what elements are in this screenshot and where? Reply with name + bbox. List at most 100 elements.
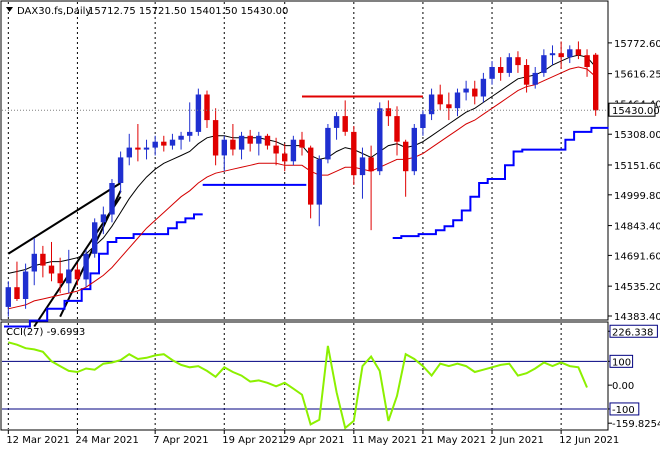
candle-bear: [342, 116, 348, 132]
candle-bear: [40, 253, 46, 266]
price-tick-label: 15151.60: [614, 161, 660, 172]
candle-bull: [187, 131, 193, 136]
cci-tick-label: 0.00: [612, 381, 634, 392]
candle-bull: [117, 157, 124, 183]
current-price-marker: [608, 102, 656, 117]
price-panel: [0, 0, 609, 321]
date-label: 19 Apr 2021: [222, 435, 284, 446]
candle-bear: [558, 53, 564, 58]
candle-bull: [66, 269, 72, 284]
price-tick-label: 15772.60: [614, 39, 660, 50]
candle-bear: [351, 131, 357, 176]
candle-bull: [333, 116, 340, 128]
price-tick-label: 15616.25: [614, 70, 660, 81]
candle-bear: [472, 88, 478, 97]
candle-bull: [420, 114, 426, 128]
candle-bear: [230, 139, 236, 150]
candle-bull: [480, 78, 487, 97]
date-label: 24 Mar 2021: [75, 435, 138, 446]
dropdown-triangle-icon[interactable]: [6, 7, 13, 12]
price-tick-label: 14999.80: [614, 191, 660, 202]
candle-bear: [135, 147, 141, 150]
candle-bear: [48, 265, 55, 274]
candle-bear: [584, 55, 590, 67]
candle-bull: [541, 55, 547, 73]
date-axis: 12 Mar 2021 24 Mar 2021 7 Apr 2021 19 Apr 2…: [6, 430, 619, 446]
price-tick-label: 14691.60: [614, 251, 660, 262]
candle-bear: [161, 141, 167, 146]
candle-bull: [549, 53, 556, 56]
current-price-label: 15430.00: [612, 106, 660, 117]
cci-tick-label: 100: [612, 357, 631, 368]
candle-bull: [109, 183, 115, 215]
price-tick-label: 15308.00: [614, 130, 660, 141]
cci-series-line: [8, 341, 588, 430]
candle-bull: [83, 253, 89, 280]
price-tick-label: 14535.20: [614, 282, 660, 293]
candle-bull: [489, 67, 495, 79]
candle-bull: [5, 287, 11, 307]
candle-bear: [14, 287, 20, 299]
candle-bull: [506, 57, 512, 73]
candle-bull: [377, 108, 383, 172]
date-label: 21 May 2021: [421, 435, 486, 446]
candle-bear: [394, 116, 400, 142]
candle-bull: [126, 147, 132, 158]
candle-bear: [308, 147, 314, 205]
candle-bear: [385, 108, 392, 117]
candle-bull: [454, 92, 461, 109]
date-label: 12 Mar 2021: [6, 435, 69, 446]
candle-bear: [273, 145, 279, 154]
candle-bull: [463, 88, 469, 93]
date-label: 11 May 2021: [352, 435, 417, 446]
cci-tick-box: [609, 402, 640, 416]
stop-line: [392, 126, 609, 239]
date-label: 12 Jun 2021: [559, 435, 619, 446]
candle-bear: [593, 54, 599, 111]
ma-long-line: [8, 66, 597, 310]
candle-bull: [195, 94, 202, 132]
cci-tick-label: -159.8254: [612, 419, 660, 430]
candle-bear: [437, 94, 443, 105]
candle-bull: [256, 135, 262, 144]
candle-bear: [264, 135, 271, 146]
candle-bull: [290, 139, 297, 162]
trailing-stop-lines: [4, 126, 609, 328]
candle-bull: [169, 139, 176, 146]
price-tick-label: 14383.40: [614, 312, 660, 323]
candle-bear: [247, 135, 253, 144]
candle-bear: [57, 273, 63, 284]
candle-bull: [316, 159, 322, 205]
candle-bear: [282, 153, 288, 162]
price-tick-label: 14843.40: [614, 222, 660, 233]
trendline: [33, 196, 122, 328]
candle-bear: [446, 104, 452, 109]
candle-bear: [368, 157, 374, 172]
candle-bull: [143, 147, 150, 150]
candle-bull: [22, 271, 29, 299]
candle-bull: [31, 253, 37, 272]
trendline: [7, 182, 122, 255]
candle-bear: [212, 120, 219, 156]
stop-line: [4, 213, 203, 328]
cci-tick-label: -100: [612, 405, 635, 416]
candle-bull: [411, 127, 417, 172]
candle-bull: [325, 127, 331, 160]
candle-bear: [403, 141, 409, 172]
candle-bear: [204, 94, 210, 121]
candle-bear: [74, 269, 81, 280]
candle-bull: [152, 141, 158, 148]
candle-bull: [532, 72, 538, 85]
cci-label: CCI(27) -9.6993: [6, 327, 85, 338]
candle-bull: [428, 94, 435, 115]
date-label: 2 Jun 2021: [490, 435, 544, 446]
candle-bear: [498, 67, 504, 73]
candle-bull: [92, 222, 98, 254]
candle-bear: [299, 139, 305, 148]
candle-bear: [515, 57, 521, 66]
price-axis: 15772.6015616.2515464.4015308.0015151.60…: [608, 39, 660, 323]
date-label: 29 Apr 2021: [283, 435, 345, 446]
cci-line: [8, 341, 588, 430]
candle-bull: [100, 214, 107, 223]
